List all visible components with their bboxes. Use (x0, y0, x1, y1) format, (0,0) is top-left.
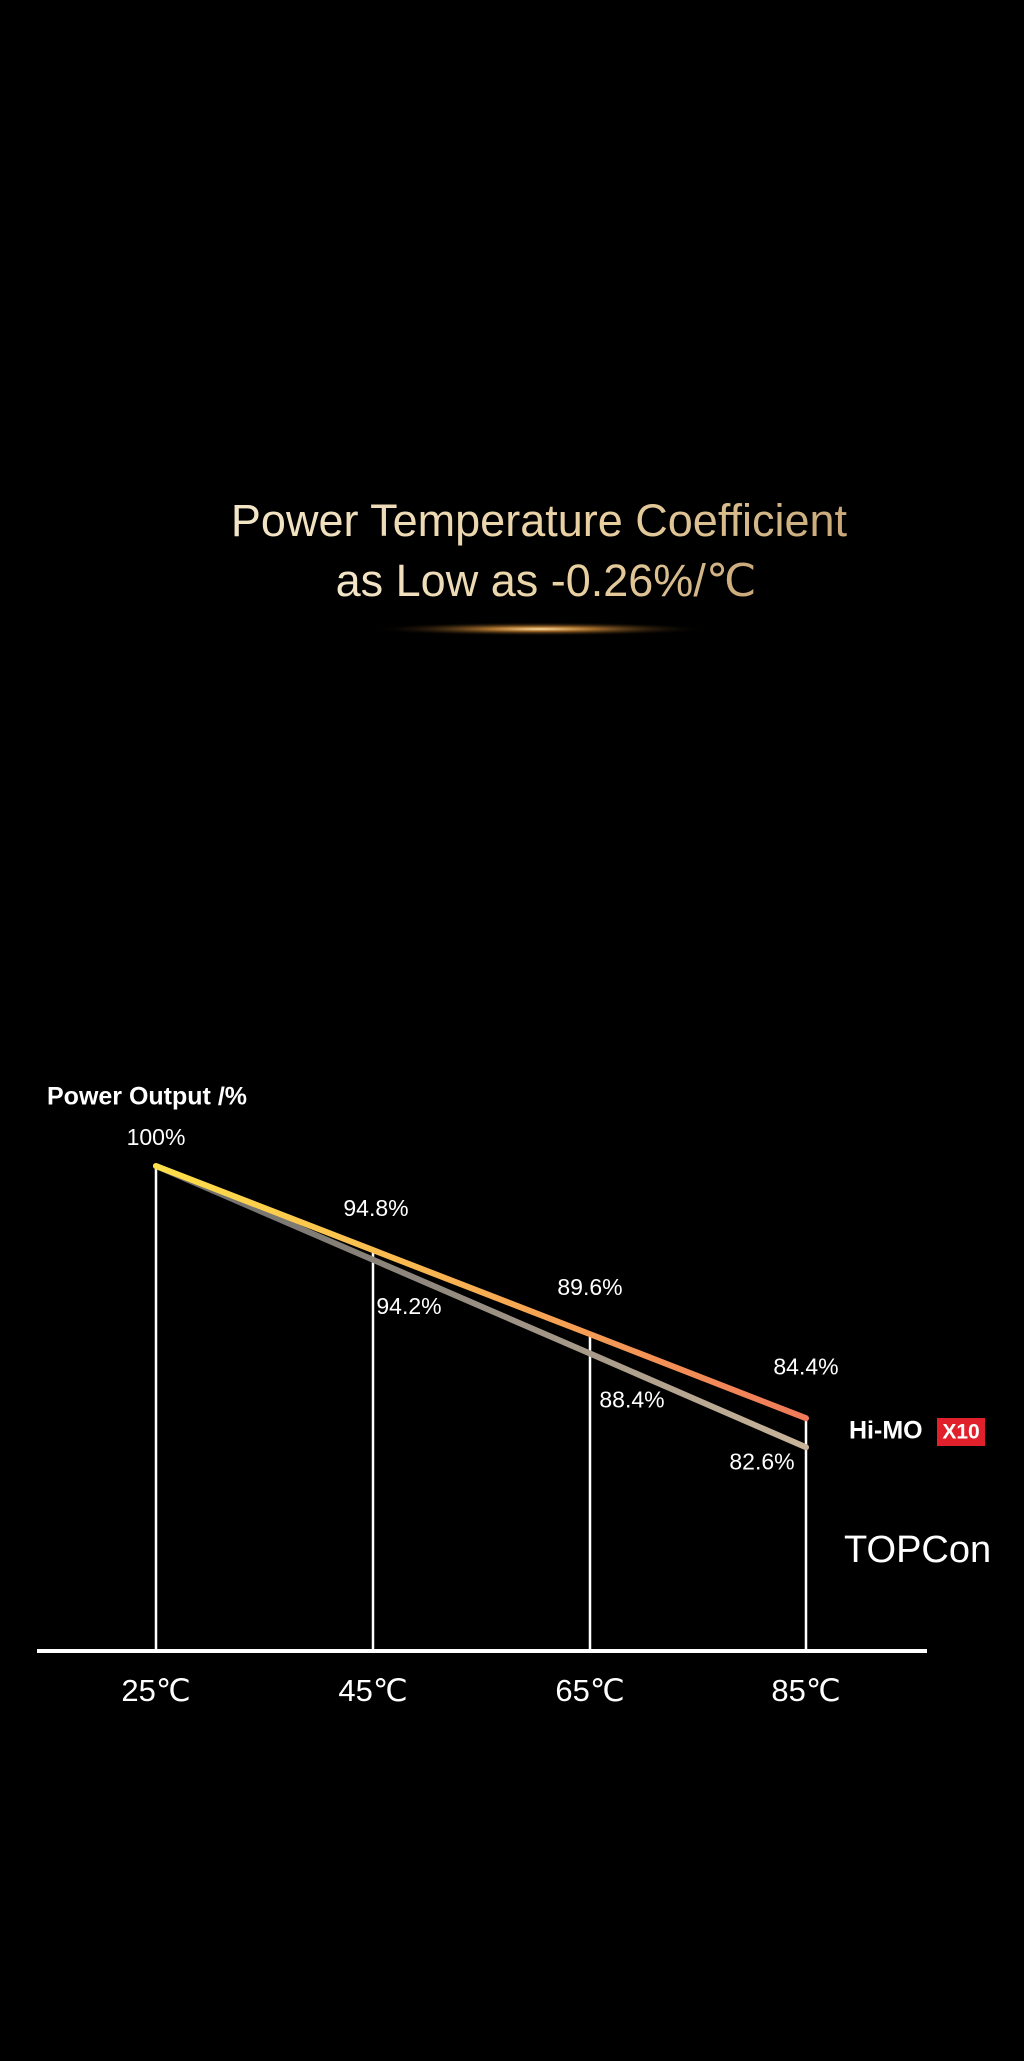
legend-label: TOPCon (844, 1529, 991, 1571)
legend-label: Hi-MO (849, 1417, 923, 1445)
value-label: 89.6% (557, 1274, 622, 1300)
legend-badge-text: X10 (942, 1421, 979, 1444)
y-axis-label: Power Output /% (47, 1083, 247, 1111)
value-label: 100% (127, 1124, 186, 1150)
value-label: 94.8% (343, 1195, 408, 1221)
value-label: 84.4% (773, 1353, 838, 1379)
title-glow (370, 622, 710, 636)
series-line (153, 1163, 809, 1422)
x-tick-label: 25℃ (121, 1673, 190, 1708)
series-line (153, 1163, 809, 1451)
legend-badge (937, 1418, 985, 1446)
value-label: 94.2% (376, 1293, 441, 1319)
title-line: as Low as -0.26%/℃ (336, 555, 757, 606)
x-tick-label: 85℃ (771, 1673, 840, 1708)
x-tick-label: 45℃ (338, 1673, 407, 1708)
title-line: Power Temperature Coefficient (231, 495, 848, 546)
value-label: 82.6% (729, 1448, 794, 1474)
x-tick-label: 65℃ (555, 1673, 624, 1708)
value-label: 88.4% (599, 1387, 664, 1413)
